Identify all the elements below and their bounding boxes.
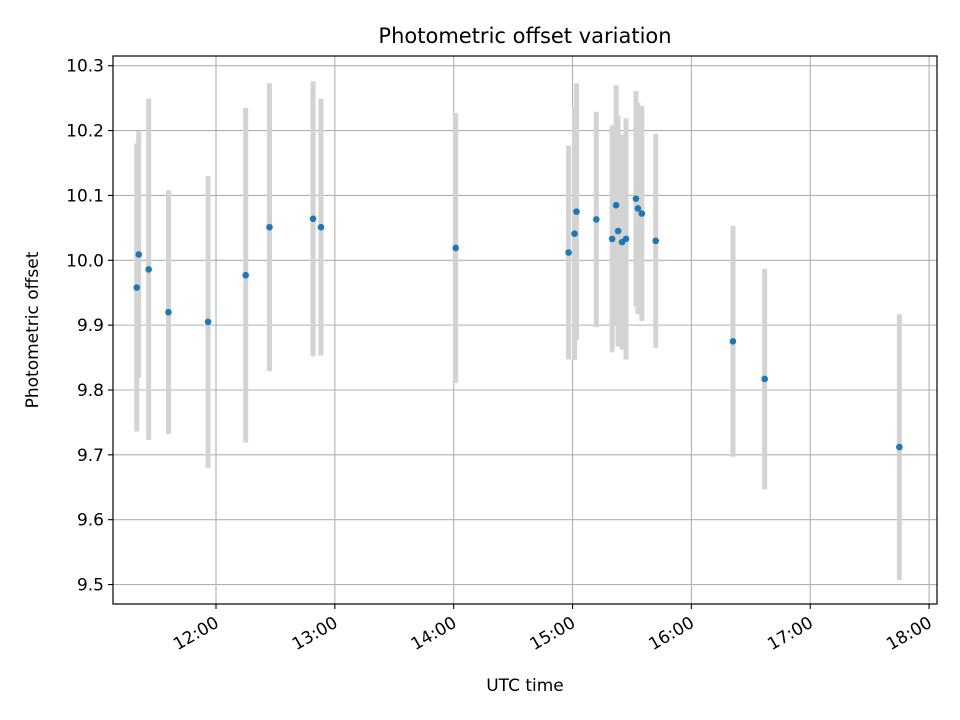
y-tick-label: 10.3 [66, 57, 104, 77]
data-point [317, 223, 325, 231]
data-point [761, 375, 768, 383]
y-axis-label: Photometric offset [23, 251, 43, 408]
data-point [652, 237, 660, 245]
x-axis-label: UTC time [486, 676, 564, 696]
data-point [309, 215, 317, 223]
data-point [565, 249, 572, 256]
data-point [452, 244, 459, 252]
data-point [634, 205, 642, 212]
y-tick-label: 10.1 [66, 186, 104, 206]
y-axis-ticks: 9.5 9.6 9.7 9.8 9.9 10.0 10.1 10.2 10.3 [66, 57, 113, 596]
y-tick-label: 9.6 [77, 511, 104, 531]
data-point [242, 271, 250, 279]
data-point [571, 230, 578, 237]
y-tick-label: 10.2 [66, 122, 104, 142]
data-point [622, 235, 630, 243]
y-tick-label: 9.7 [77, 446, 104, 466]
plot-frame [112, 55, 938, 605]
data-point [165, 308, 172, 316]
data-point [896, 443, 903, 451]
data-point [204, 318, 212, 326]
chart-title: Photometric offset variation [378, 24, 671, 48]
data-point [145, 266, 152, 273]
data-point [573, 208, 580, 215]
data-point [638, 210, 646, 217]
data-point [133, 284, 141, 291]
data-point [632, 195, 640, 202]
data-point [593, 216, 600, 223]
data-point [608, 235, 616, 243]
y-tick-label: 9.9 [77, 316, 104, 336]
data-points [133, 195, 903, 451]
y-tick-label: 9.5 [77, 576, 104, 596]
data-point [729, 338, 737, 345]
data-point [612, 201, 620, 209]
data-point [135, 251, 143, 258]
y-tick-label: 10.0 [66, 251, 104, 271]
y-tick-label: 9.8 [77, 381, 104, 401]
data-point [266, 223, 273, 231]
data-point [614, 227, 622, 235]
